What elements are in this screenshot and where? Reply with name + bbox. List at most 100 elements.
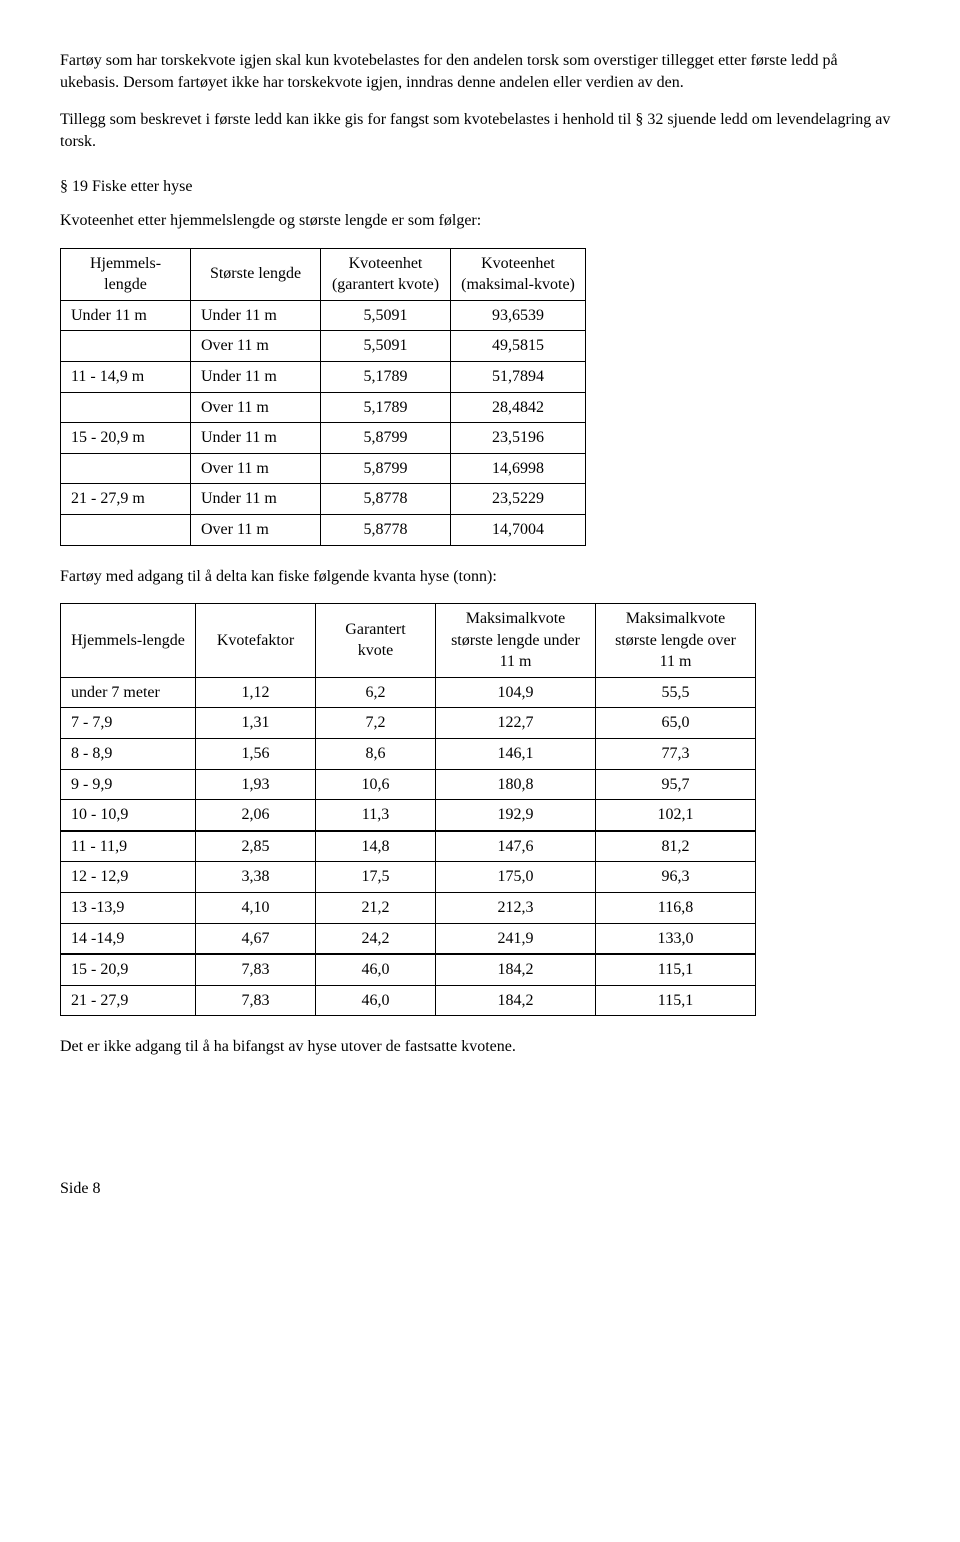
table-row: 11 - 14,9 mUnder 11 m5,178951,7894 <box>61 361 586 392</box>
table-row: 21 - 27,9 mUnder 11 m5,877823,5229 <box>61 484 586 515</box>
table-cell: 184,2 <box>436 954 596 985</box>
table1-intro: Kvoteenhet etter hjemmelslengde og størs… <box>60 210 900 232</box>
table1-header: Største lengde <box>191 248 321 300</box>
table2-intro: Fartøy med adgang til å delta kan fiske … <box>60 566 900 588</box>
table-cell: 14,6998 <box>451 453 586 484</box>
table-cell: 5,5091 <box>321 300 451 331</box>
table2-header: Maksimalkvote største lengde under 11 m <box>436 604 596 678</box>
table-cell: 192,9 <box>436 800 596 831</box>
table1-header: Hjemmels-lengde <box>61 248 191 300</box>
table-cell: 5,1789 <box>321 392 451 423</box>
table-cell: 5,8799 <box>321 453 451 484</box>
table-row: 14 -14,94,6724,2241,9133,0 <box>61 923 756 954</box>
table-row: 9 - 9,91,9310,6180,895,7 <box>61 769 756 800</box>
table-cell: 241,9 <box>436 923 596 954</box>
paragraph-1: Fartøy som har torskekvote igjen skal ku… <box>60 50 900 93</box>
paragraph-3: Det er ikke adgang til å ha bifangst av … <box>60 1036 900 1058</box>
table-cell: 122,7 <box>436 708 596 739</box>
table-cell: 9 - 9,9 <box>61 769 196 800</box>
table-cell: Over 11 m <box>191 514 321 545</box>
table-cell: 7 - 7,9 <box>61 708 196 739</box>
table-cell: 5,1789 <box>321 361 451 392</box>
table-cell <box>61 331 191 362</box>
table-cell: 46,0 <box>316 954 436 985</box>
table-cell: 10,6 <box>316 769 436 800</box>
table-cell <box>61 392 191 423</box>
table-cell: 116,8 <box>596 893 756 924</box>
table-cell: Under 11 m <box>191 300 321 331</box>
table-cell: 81,2 <box>596 831 756 862</box>
table-row: 13 -13,94,1021,2212,3116,8 <box>61 893 756 924</box>
table-cell: 180,8 <box>436 769 596 800</box>
table-cell: 14,8 <box>316 831 436 862</box>
table-cell: 1,93 <box>196 769 316 800</box>
table-row: under 7 meter1,126,2104,955,5 <box>61 677 756 708</box>
table-cell: under 7 meter <box>61 677 196 708</box>
table-cell: 93,6539 <box>451 300 586 331</box>
table-row: 10 - 10,92,0611,3192,9102,1 <box>61 800 756 831</box>
table-row: Over 11 m5,178928,4842 <box>61 392 586 423</box>
table-cell: 15 - 20,9 <box>61 954 196 985</box>
table-cell: 3,38 <box>196 862 316 893</box>
table-row: Over 11 m5,509149,5815 <box>61 331 586 362</box>
table-cell: Under 11 m <box>61 300 191 331</box>
table-cell <box>61 514 191 545</box>
table-cell: 8 - 8,9 <box>61 739 196 770</box>
table-cell: 14,7004 <box>451 514 586 545</box>
table-cell: 11 - 11,9 <box>61 831 196 862</box>
section-19-title: § 19 Fiske etter hyse <box>60 176 900 198</box>
table-cell: 65,0 <box>596 708 756 739</box>
table-cell: 5,8778 <box>321 514 451 545</box>
table-cell: 13 -13,9 <box>61 893 196 924</box>
table-cell: 4,10 <box>196 893 316 924</box>
table-row: Over 11 m5,877814,7004 <box>61 514 586 545</box>
table-cell: 147,6 <box>436 831 596 862</box>
table-row: 11 - 11,92,8514,8147,681,2 <box>61 831 756 862</box>
paragraph-2: Tillegg som beskrevet i første ledd kan … <box>60 109 900 152</box>
table-cell: Under 11 m <box>191 361 321 392</box>
table-cell: 15 - 20,9 m <box>61 423 191 454</box>
table1-header: Kvoteenhet (maksimal-kvote) <box>451 248 586 300</box>
table-cell: 1,56 <box>196 739 316 770</box>
table-cell: 51,7894 <box>451 361 586 392</box>
table-cell: 2,85 <box>196 831 316 862</box>
table-cell: 23,5229 <box>451 484 586 515</box>
page-footer: Side 8 <box>60 1178 900 1200</box>
table-cell: 6,2 <box>316 677 436 708</box>
table-cell: 5,8778 <box>321 484 451 515</box>
table-cell: 95,7 <box>596 769 756 800</box>
table-cell: 1,31 <box>196 708 316 739</box>
table-cell: 212,3 <box>436 893 596 924</box>
table-cell: 96,3 <box>596 862 756 893</box>
table2-header: Garantert kvote <box>316 604 436 678</box>
table-cell: 5,8799 <box>321 423 451 454</box>
table-cell: 146,1 <box>436 739 596 770</box>
table2-header: Maksimalkvote største lengde over 11 m <box>596 604 756 678</box>
table-cell: 175,0 <box>436 862 596 893</box>
table-cell: 10 - 10,9 <box>61 800 196 831</box>
table-row: 15 - 20,9 mUnder 11 m5,879923,5196 <box>61 423 586 454</box>
table-cell: 115,1 <box>596 985 756 1016</box>
table-cell: 17,5 <box>316 862 436 893</box>
table-kvanta-hyse: Hjemmels-lengdeKvotefaktorGarantert kvot… <box>60 603 756 1016</box>
table-row: Over 11 m5,879914,6998 <box>61 453 586 484</box>
table-row: 12 - 12,93,3817,5175,096,3 <box>61 862 756 893</box>
table-cell: 46,0 <box>316 985 436 1016</box>
table-cell: 24,2 <box>316 923 436 954</box>
table-cell: 4,67 <box>196 923 316 954</box>
table-row: 7 - 7,91,317,2122,765,0 <box>61 708 756 739</box>
table-row: Under 11 mUnder 11 m5,509193,6539 <box>61 300 586 331</box>
table-cell: 21,2 <box>316 893 436 924</box>
table-cell: 7,83 <box>196 954 316 985</box>
table-cell: Over 11 m <box>191 453 321 484</box>
table-cell: 49,5815 <box>451 331 586 362</box>
table-cell: 14 -14,9 <box>61 923 196 954</box>
table-cell: 55,5 <box>596 677 756 708</box>
table-cell: 28,4842 <box>451 392 586 423</box>
table2-header: Kvotefaktor <box>196 604 316 678</box>
table-cell: 133,0 <box>596 923 756 954</box>
table-cell: 23,5196 <box>451 423 586 454</box>
table-cell: Under 11 m <box>191 423 321 454</box>
table-cell: 102,1 <box>596 800 756 831</box>
table2-header: Hjemmels-lengde <box>61 604 196 678</box>
